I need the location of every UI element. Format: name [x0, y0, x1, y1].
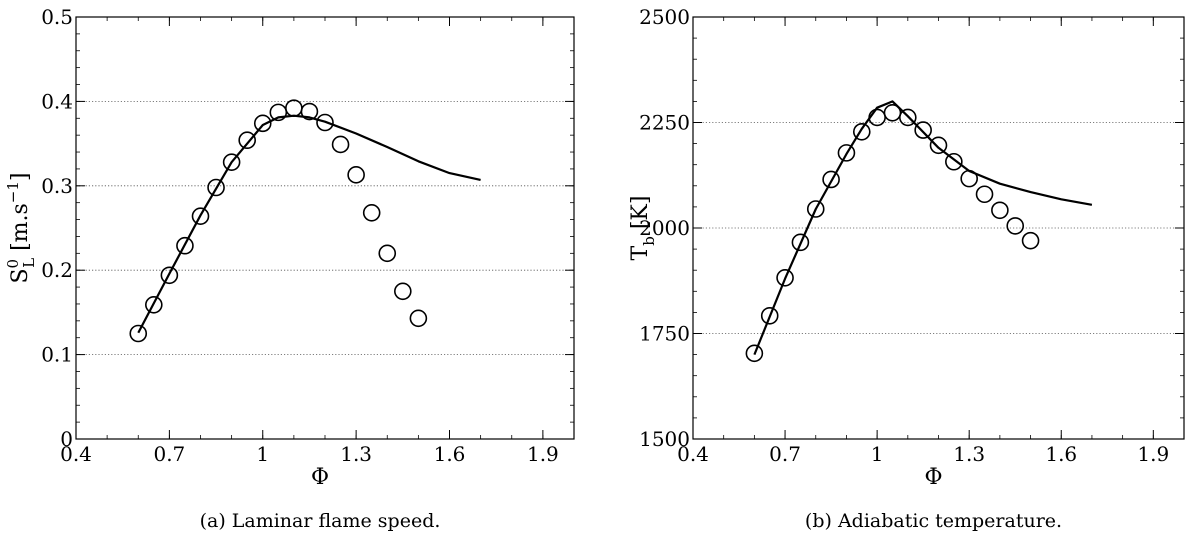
- chart-panel-b: 0.4 0.7 1 1.3 1.6 1.9 1500 1750 2000 2250 2500 Φ Tb …: [628, 5, 1185, 532]
- data-point-circle: [347, 166, 365, 184]
- data-point-circle: [945, 152, 963, 171]
- y-tick-label: 0.2: [41, 258, 73, 282]
- data-point-circle: [331, 135, 350, 154]
- y-label-symbol: S: [8, 268, 33, 283]
- data-point-circle: [300, 102, 319, 121]
- data-point-circle: [822, 170, 840, 189]
- data-point-circle: [145, 296, 163, 314]
- x-tick-label: 1.3: [953, 442, 985, 466]
- x-axis-label: Φ: [924, 465, 942, 490]
- data-point-circle: [191, 207, 210, 225]
- data-point-circle: [791, 233, 810, 252]
- y-label-unit: [K]: [628, 196, 653, 237]
- y-tick-label: 2500: [639, 5, 690, 29]
- x-tick-label: 1.9: [527, 442, 559, 466]
- data-point-circle: [378, 244, 397, 263]
- y-label-unit-close: ]: [8, 172, 33, 181]
- y-tick-label: 0: [60, 427, 73, 451]
- y-axis-label: S0L [m.s−1]: [4, 172, 38, 283]
- y-tick-label: 0.4: [41, 89, 73, 113]
- data-point-circle: [362, 204, 381, 222]
- x-tick-label: 0.4: [677, 442, 709, 466]
- y-tick-label: 2250: [639, 111, 690, 135]
- data-point-circle: [316, 113, 334, 132]
- data-point-circle: [409, 309, 428, 328]
- data-point-circle: [760, 306, 779, 325]
- y-tick-label: 0.1: [41, 343, 73, 367]
- x-tick-label: 1.3: [340, 442, 372, 466]
- data-point-circle: [914, 121, 932, 139]
- y-tick-label: 2000: [639, 216, 690, 240]
- y-axis-label: Tb [K]: [628, 196, 658, 261]
- y-label-subscript: L: [20, 258, 38, 268]
- x-axis-label: Φ: [311, 465, 329, 490]
- data-point-circle: [129, 324, 148, 343]
- data-point-circle: [160, 266, 179, 285]
- y-label-unit-exponent: −1: [4, 181, 22, 203]
- figure-caption: (a) Laminar flame speed.: [200, 510, 441, 532]
- y-label-superscript: 0: [4, 259, 22, 269]
- x-tick-label: 1: [256, 442, 269, 466]
- y-label-unit: [m.s: [8, 203, 33, 258]
- data-point-circle: [960, 169, 978, 188]
- data-point-circle: [806, 200, 825, 218]
- x-tick-label: 1.6: [1045, 442, 1077, 466]
- data-point-circle: [929, 136, 948, 155]
- x-tick-label: 0.7: [153, 442, 185, 466]
- data-point-circle: [852, 122, 871, 141]
- data-point-circle: [868, 108, 886, 127]
- figure-caption: (b) Adiabatic temperature.: [805, 510, 1062, 532]
- x-tick-label: 0.7: [769, 442, 801, 466]
- data-point-circle: [975, 185, 994, 204]
- x-tick-label: 1.6: [434, 442, 466, 466]
- data-point-circle: [745, 344, 764, 363]
- data-point-circle: [899, 108, 917, 127]
- data-point-circle: [837, 144, 856, 162]
- plot-frame: [692, 16, 1185, 440]
- data-point-circle: [883, 103, 902, 122]
- data-point-circle: [394, 282, 412, 301]
- y-label-symbol: T: [628, 245, 653, 260]
- y-label-subscript: b: [640, 236, 658, 246]
- y-tick-label: 0.3: [41, 174, 73, 198]
- plot-frame: [75, 16, 575, 440]
- data-point-circle: [253, 114, 272, 133]
- x-tick-label: 1: [871, 442, 884, 466]
- x-tick-label: 1.9: [1137, 442, 1169, 466]
- data-point-circle: [207, 178, 225, 197]
- data-point-circle: [776, 268, 794, 287]
- data-point-circle: [1006, 217, 1025, 235]
- data-point-circle: [285, 99, 303, 117]
- data-point-circle: [222, 153, 241, 171]
- data-point-circle: [1021, 231, 1040, 250]
- y-tick-label: 1750: [639, 322, 690, 346]
- y-tick-label: 0.5: [41, 5, 73, 29]
- series-line: [137, 114, 481, 334]
- data-point-circle: [176, 236, 194, 255]
- data-point-circle: [238, 131, 256, 150]
- y-tick-label: 1500: [639, 427, 690, 451]
- data-point-circle: [991, 201, 1009, 220]
- x-tick-label: 0.4: [60, 442, 92, 466]
